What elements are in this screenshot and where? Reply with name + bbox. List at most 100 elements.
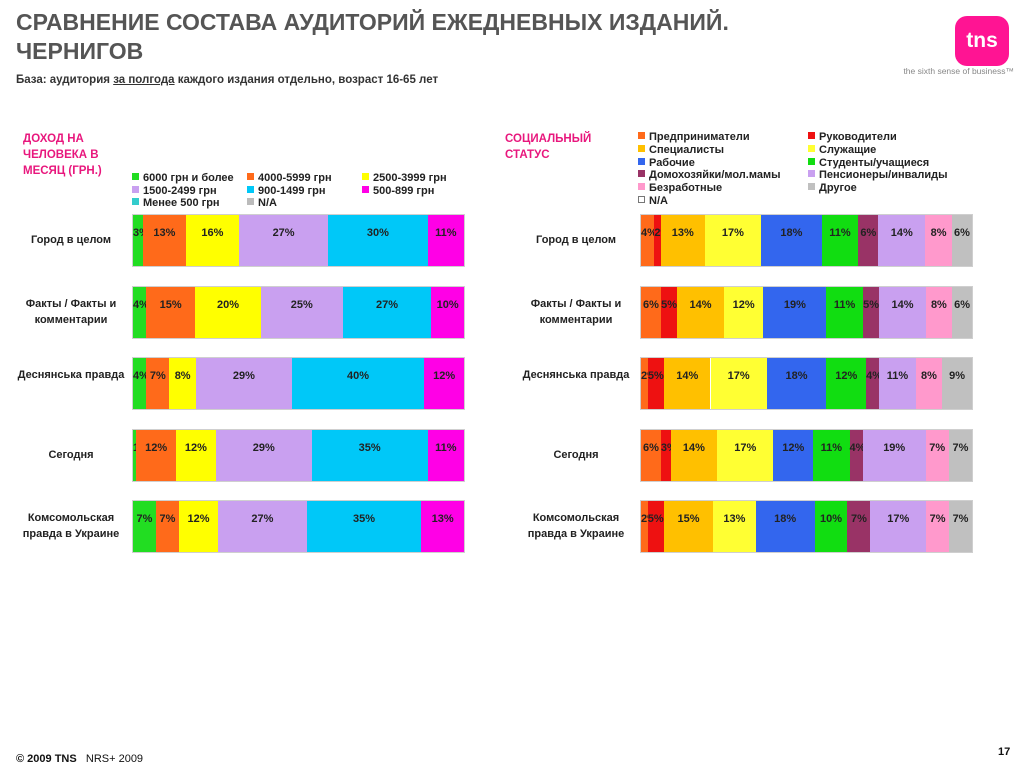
- data-label: 13%: [153, 227, 176, 239]
- data-label: 7%: [136, 513, 153, 525]
- data-label: 11%: [435, 442, 457, 454]
- stacked-bar: 4% 15% 20% 25% 27% 10%: [132, 286, 465, 339]
- data-label: 12%: [184, 442, 207, 454]
- bar-segment: 25%: [260, 287, 343, 338]
- data-label: 6%: [642, 442, 659, 454]
- bar-segment: 16%: [185, 215, 239, 266]
- bar-segment: 29%: [215, 430, 312, 481]
- bar-segment: 6%: [858, 215, 879, 266]
- stacked-bar: 3% 13% 16% 27% 30% 11%: [132, 214, 465, 267]
- data-label: 30%: [366, 227, 389, 239]
- bar-segment: 4%: [641, 215, 657, 266]
- data-label: 14%: [689, 299, 712, 311]
- base-suffix: каждого издания отдельно, возраст 16-65 …: [177, 74, 439, 86]
- bar-segment: 5%: [647, 358, 665, 409]
- legend-item: Другое: [808, 182, 857, 194]
- data-label: 27%: [375, 299, 398, 311]
- category-label: Факты / Факты и комментарии: [530, 298, 622, 326]
- legend-item: Пенсионеры/инвалиды: [808, 169, 947, 181]
- data-label: 14%: [682, 442, 705, 454]
- data-label: 12%: [732, 299, 755, 311]
- bar-segment: 8%: [169, 358, 196, 409]
- data-label: 11%: [435, 227, 457, 239]
- bar-segment: 27%: [238, 215, 329, 266]
- legend-swatch: [132, 185, 139, 193]
- bar-segment: 8%: [925, 215, 952, 266]
- data-label: 11%: [886, 370, 909, 382]
- legend-item: 900-1499 грн: [247, 185, 326, 197]
- bar-segment: 11%: [879, 358, 916, 409]
- bar-segment: 8%: [915, 358, 943, 409]
- stacked-bar: 4% 7% 8% 29% 40% 12%: [132, 357, 465, 410]
- data-label: 10%: [820, 513, 843, 525]
- legend-label: Студенты/учащиеся: [819, 156, 930, 169]
- data-label: 11%: [833, 299, 856, 311]
- bar-segment: 14%: [879, 287, 926, 338]
- bar-segment: 13%: [713, 501, 756, 552]
- legend-label: Служащие: [819, 143, 877, 156]
- legend-swatch: [638, 144, 645, 152]
- legend-label: Рабочие: [649, 156, 695, 169]
- legend-swatch: [808, 132, 815, 139]
- data-label: 13%: [723, 513, 746, 525]
- data-label: 11%: [820, 442, 843, 454]
- legend-label: Менее 500 грн: [143, 197, 220, 209]
- data-label: 6%: [954, 299, 970, 311]
- legend-label: 2500-3999 грн: [373, 172, 447, 184]
- category-label: Факты / Факты и комментарии: [25, 298, 117, 326]
- data-label: 6%: [954, 227, 970, 239]
- bar-segment: 7%: [925, 430, 949, 481]
- legend-swatch: [247, 198, 254, 205]
- bar-segment: 19%: [763, 287, 827, 338]
- data-label: 8%: [921, 370, 937, 382]
- bar-segment: 4%: [133, 358, 149, 409]
- bar-segment: 6%: [951, 215, 972, 266]
- bar-segment: 18%: [766, 358, 827, 409]
- bar-segment: 19%: [862, 430, 926, 481]
- category-label: Деснянська правда: [17, 369, 125, 381]
- stacked-bar: 2%5% 14% 17% 18% 12% 4% 11% 8% 9%: [640, 357, 973, 410]
- data-label: 5%: [647, 513, 664, 525]
- legend-item: 500-899 грн: [362, 185, 434, 197]
- bar-segment: 2%: [641, 358, 657, 409]
- data-label: 4%: [133, 370, 149, 382]
- bar-segment: 27%: [342, 287, 432, 338]
- bar-segment: 12%: [723, 287, 764, 338]
- legend-swatch: [247, 173, 254, 180]
- bar-segment: 5%: [647, 501, 664, 552]
- bar-segment: 12%: [826, 358, 867, 409]
- legend-item: 4000-5999 грн: [247, 172, 332, 184]
- category-label: Сегодня: [553, 449, 599, 461]
- legend-swatch: [638, 196, 645, 203]
- bar-segment: 7%: [926, 501, 950, 552]
- legend-item: Руководители: [808, 131, 897, 143]
- bar-segment: 7%: [133, 501, 156, 552]
- stacked-bar: 6% 3% 14% 17% 12% 11% 4% 19% 7% 7%: [640, 429, 973, 482]
- category-label: Комсомольская правда в Украине: [527, 512, 625, 540]
- legend-swatch: [247, 185, 254, 193]
- legend-swatch: [638, 183, 645, 191]
- bar-segment: 11%: [826, 287, 863, 338]
- bar-segment: 6%: [641, 430, 661, 481]
- income-chart-title: ДОХОД НА ЧЕЛОВЕКА В МЕСЯЦ (ГРН.): [23, 133, 102, 177]
- bar-segment: 12%: [176, 430, 216, 481]
- bar-segment: 3%: [133, 215, 149, 266]
- data-label: 18%: [780, 227, 803, 239]
- data-label: 9%: [949, 370, 966, 382]
- bar-segment: 35%: [311, 430, 428, 481]
- legend-label: N/A: [649, 195, 668, 207]
- data-label: 7%: [850, 513, 867, 525]
- bar-segment: 14%: [664, 358, 711, 409]
- bar-segment: 18%: [761, 215, 822, 266]
- title-line-2: ЧЕРНИГОВ: [16, 38, 144, 64]
- data-label: 11%: [829, 227, 851, 239]
- data-label: 27%: [272, 227, 295, 239]
- bar-segment: 6%: [641, 287, 661, 338]
- legend-item: N/A: [638, 195, 668, 207]
- data-label: 19%: [783, 299, 806, 311]
- legend-item: Служащие: [808, 144, 876, 156]
- tns-logo: tns: [955, 16, 1009, 66]
- data-label: 19%: [883, 442, 906, 454]
- category-label: Сегодня: [48, 449, 94, 461]
- data-label: 12%: [835, 370, 858, 382]
